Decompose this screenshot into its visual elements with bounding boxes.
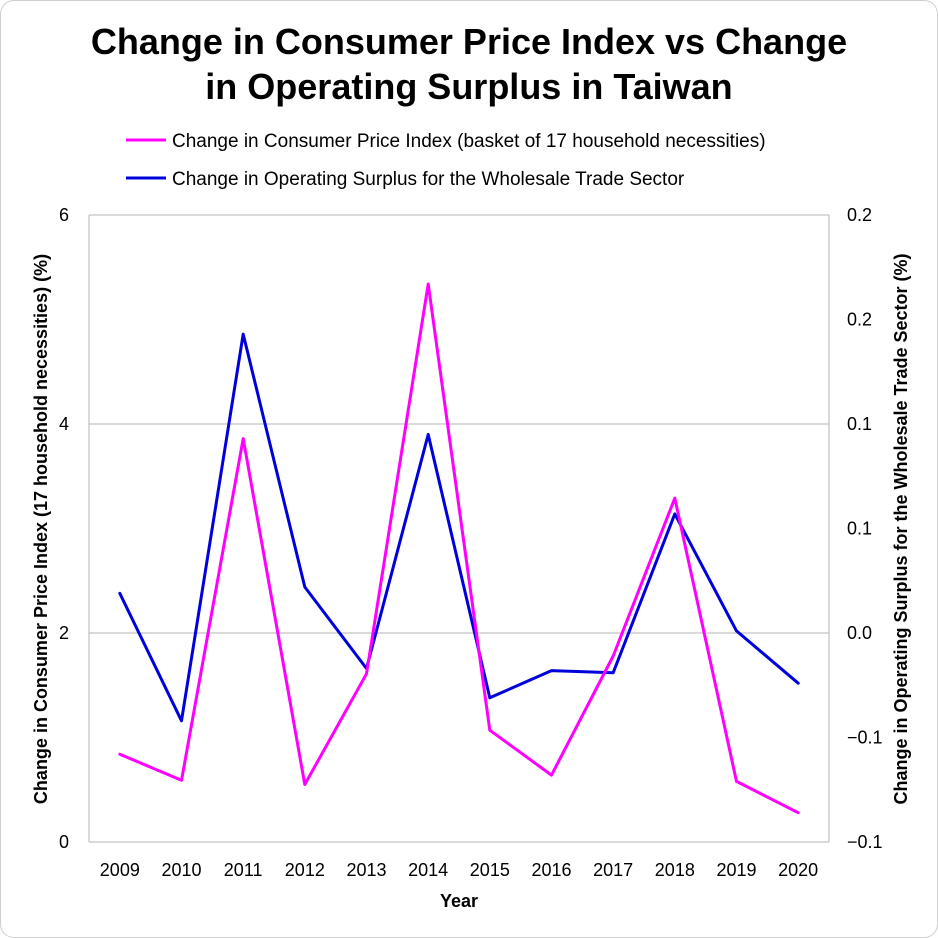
- tick-labels: 0 2 4 6 −0.1 −0.1 0.0 0.1 0.1 0.2 0.2 2009 2010 2011 2…: [59, 205, 883, 880]
- y-left-tick-label: 0: [59, 832, 69, 852]
- x-tick-label: 2009: [100, 860, 140, 880]
- y-right-tick-label: 0.1: [847, 414, 872, 434]
- x-tick-label: 2017: [593, 860, 633, 880]
- x-tick-label: 2015: [470, 860, 510, 880]
- y-right-tick-label: 0.0: [847, 623, 872, 643]
- y-right-tick-label: 0.1: [847, 519, 872, 539]
- x-tick-label: 2013: [346, 860, 386, 880]
- y-axis-left-title: Change in Consumer Price Index (17 house…: [31, 254, 51, 804]
- x-tick-label: 2014: [408, 860, 448, 880]
- series-lines: [118, 282, 800, 815]
- series-line-cpi: [118, 282, 800, 815]
- chart-title-line-1: Change in Consumer Price Index vs Change: [91, 21, 847, 62]
- y-left-tick-label: 6: [59, 205, 69, 225]
- x-tick-label: 2019: [716, 860, 756, 880]
- x-tick-label: 2020: [778, 860, 818, 880]
- y-left-tick-label: 4: [59, 414, 69, 434]
- y-axis-right-title: Change in Operating Surplus for the Whol…: [891, 253, 911, 804]
- legend-label-surplus: Change in Operating Surplus for the Whol…: [172, 169, 685, 190]
- x-tick-label: 2012: [285, 860, 325, 880]
- y-right-tick-label: −0.1: [847, 832, 883, 852]
- x-axis-title: Year: [440, 891, 478, 911]
- x-tick-label: 2018: [655, 860, 695, 880]
- x-tick-label: 2011: [224, 860, 263, 880]
- series-line-surplus: [118, 332, 800, 723]
- y-left-tick-label: 2: [59, 623, 69, 643]
- x-tick-label: 2016: [531, 860, 571, 880]
- y-right-tick-label: −0.1: [847, 728, 883, 748]
- chart-title-line-2: in Operating Surplus in Taiwan: [205, 66, 732, 107]
- axes: [88, 215, 830, 843]
- y-right-tick-label: 0.2: [847, 205, 872, 225]
- y-right-tick-label: 0.2: [847, 310, 872, 330]
- legend-label-cpi: Change in Consumer Price Index (basket o…: [172, 131, 766, 152]
- x-tick-label: 2010: [161, 860, 201, 880]
